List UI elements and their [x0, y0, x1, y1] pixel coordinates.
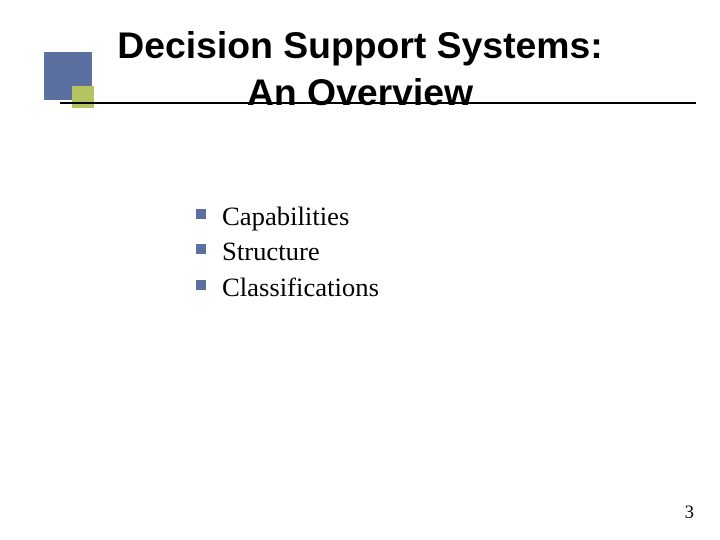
bullet-text: Classifications	[222, 271, 379, 304]
title-line-2: An Overview	[247, 71, 473, 113]
title-area: Decision Support Systems: An Overview	[0, 22, 720, 115]
page-number: 3	[685, 502, 694, 524]
bullet-text: Structure	[222, 235, 320, 268]
slide: Decision Support Systems: An Overview Ca…	[0, 0, 720, 540]
list-item: Capabilities	[196, 200, 379, 233]
bullet-list: Capabilities Structure Classifications	[196, 200, 379, 306]
list-item: Structure	[196, 235, 379, 268]
title-line-1: Decision Support Systems:	[117, 24, 602, 66]
bullet-icon	[196, 280, 206, 290]
bullet-icon	[196, 209, 206, 219]
bullet-icon	[196, 244, 206, 254]
slide-title: Decision Support Systems: An Overview	[0, 22, 720, 115]
bullet-text: Capabilities	[222, 200, 349, 233]
list-item: Classifications	[196, 271, 379, 304]
